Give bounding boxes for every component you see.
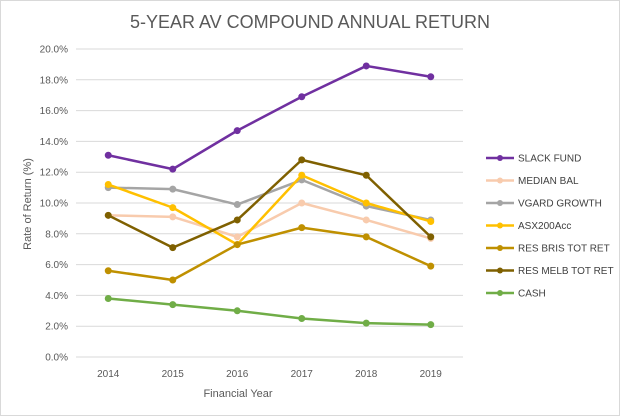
gridlines (76, 48, 463, 358)
legend-label: RES MELB TOT RET (518, 266, 614, 277)
data-point (427, 233, 435, 241)
data-point (233, 201, 241, 209)
data-point (298, 199, 306, 207)
y-axis-label: Rate of Return (%) (22, 158, 34, 250)
data-point (169, 301, 177, 309)
data-point (104, 181, 112, 189)
data-point (233, 216, 241, 224)
data-point (169, 244, 177, 252)
legend-marker (497, 222, 503, 229)
legend-entry: ASX200Acc (486, 221, 571, 232)
y-axis-ticks: 0.0% 2.0% 4.0% 6.0% 8.0% 10.0% 12.0% 14.0% 16.0%… (40, 45, 68, 364)
y-tick-label: 16.0% (40, 106, 68, 117)
x-axis-ticks: 2014 2015 2016 2017 2018 2019 (97, 369, 442, 380)
x-tick-label: 2019 (420, 369, 443, 380)
series-line (108, 297, 431, 326)
data-point (298, 93, 306, 101)
data-point (233, 241, 241, 249)
series-res-bris-tot-ret (104, 224, 435, 284)
data-point (427, 217, 435, 225)
legend-entry: RES MELB TOT RET (486, 266, 614, 277)
data-point (362, 319, 370, 327)
data-point (104, 151, 112, 159)
data-point (427, 321, 435, 329)
series-line (107, 174, 432, 246)
data-point (362, 62, 370, 70)
x-tick-label: 2016 (226, 369, 249, 380)
x-axis-label: Financial Year (203, 388, 272, 400)
data-point (362, 199, 370, 207)
data-point (104, 294, 112, 302)
data-point (169, 165, 177, 173)
data-point (362, 216, 370, 224)
legend-marker (497, 245, 503, 251)
legend: SLACK FUND MEDIAN BAL VGARD GROWTH ASX200Ac… (486, 154, 614, 300)
data-point (104, 267, 112, 275)
series-line (107, 158, 432, 249)
y-tick-label: 20.0% (40, 45, 68, 56)
legend-label: CASH (518, 289, 546, 300)
data-point (298, 224, 306, 232)
y-tick-label: 18.0% (40, 75, 68, 86)
data-point (362, 233, 370, 241)
data-point (298, 171, 306, 179)
data-point (298, 156, 306, 164)
y-tick-label: 2.0% (45, 322, 68, 333)
legend-entry: VGARD GROWTH (486, 199, 602, 210)
legend-label: MEDIAN BAL (518, 176, 579, 187)
legend-marker (497, 177, 503, 184)
legend-entry: MEDIAN BAL (486, 176, 579, 187)
x-tick-label: 2017 (291, 369, 314, 380)
y-tick-label: 8.0% (45, 229, 68, 240)
series-cash (104, 294, 435, 329)
data-point (233, 127, 241, 135)
legend-entry: RES BRIS TOT RET (486, 244, 610, 255)
y-tick-label: 14.0% (40, 137, 68, 148)
series-lines (104, 62, 435, 329)
series-slack-fund (104, 62, 435, 173)
legend-marker (497, 290, 503, 296)
x-tick-label: 2015 (162, 369, 185, 380)
x-tick-label: 2014 (97, 369, 120, 380)
data-point (298, 315, 306, 322)
chart-title: 5-YEAR AV COMPOUND ANNUAL RETURN (130, 12, 490, 32)
data-point (169, 185, 177, 193)
series-line (107, 64, 431, 171)
legend-label: SLACK FUND (518, 154, 581, 165)
data-point (169, 213, 177, 221)
legend-label: ASX200Acc (518, 221, 571, 232)
legend-marker (497, 200, 503, 206)
x-tick-label: 2018 (355, 369, 378, 380)
data-point (104, 211, 112, 219)
data-point (233, 307, 241, 315)
y-tick-label: 10.0% (40, 199, 68, 210)
data-point (362, 171, 370, 179)
data-point (169, 204, 177, 212)
legend-label: VGARD GROWTH (518, 199, 602, 210)
y-tick-label: 0.0% (45, 353, 68, 364)
data-point (427, 262, 435, 270)
y-tick-label: 6.0% (45, 260, 68, 271)
y-tick-label: 4.0% (45, 291, 68, 302)
y-tick-label: 12.0% (40, 168, 68, 179)
series-line (108, 226, 432, 282)
series-res-melb-tot-ret (104, 156, 435, 252)
data-point (427, 73, 435, 81)
data-point (169, 276, 177, 284)
legend-entry: SLACK FUND (486, 154, 581, 165)
legend-label: RES BRIS TOT RET (518, 244, 610, 255)
legend-marker (497, 155, 503, 161)
series-line (108, 201, 432, 240)
legend-entry: CASH (486, 289, 546, 300)
legend-marker (497, 267, 503, 274)
data-point (233, 233, 241, 241)
series-line (108, 178, 432, 222)
